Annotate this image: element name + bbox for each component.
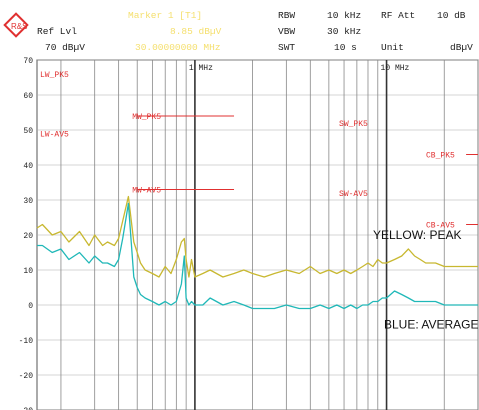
- ref-lvl-label: Ref Lvl: [37, 26, 77, 37]
- annotation-peak: YELLOW: PEAK: [373, 228, 461, 242]
- svg-text:R&S: R&S: [11, 22, 27, 31]
- swt-label: SWT: [278, 42, 295, 53]
- limit-label: CB_PK5: [426, 152, 455, 161]
- y-tick-label: -20: [19, 372, 34, 381]
- y-tick-label: 30: [23, 197, 33, 206]
- rohde-schwarz-diamond-logo: R&S: [3, 12, 29, 38]
- marker-level: 8.85 dBµV: [170, 26, 222, 37]
- y-tick-label: 40: [23, 162, 33, 171]
- y-tick-label: -30: [19, 407, 34, 410]
- marker-title: Marker 1 [T1]: [128, 10, 202, 21]
- rf-att-label: RF Att: [381, 10, 415, 21]
- marker-freq: 30.00000000 MHz: [135, 42, 221, 53]
- series-line: [36, 195, 478, 278]
- x-tick-label: 1 MHz: [189, 64, 213, 73]
- vbw-label: VBW: [278, 26, 295, 37]
- y-tick-label: 10: [23, 267, 33, 276]
- limit-label: SW-AV5: [339, 190, 368, 199]
- y-tick-label: 70: [23, 57, 33, 66]
- vbw-value: 30 kHz: [327, 26, 361, 37]
- rbw-label: RBW: [278, 10, 295, 21]
- series-line: [37, 202, 478, 310]
- limit-label: LW-AV5: [40, 131, 69, 140]
- y-tick-label: 0: [28, 302, 33, 311]
- limit-label: SW_PK5: [339, 120, 368, 129]
- x-tick-label: 10 MHz: [381, 64, 410, 73]
- annotation-average: BLUE: AVERAGE: [384, 317, 478, 331]
- rbw-value: 10 kHz: [327, 10, 361, 21]
- limit-label: CB-AV5: [426, 222, 455, 231]
- unit-label: Unit: [381, 42, 404, 53]
- chart-area: 70 60 50 40 30 20 10 0 -10 -20 -30 1 MHz 10 MHz LW_PK…: [19, 57, 479, 410]
- y-tick-label: 50: [23, 127, 33, 136]
- limit-label: MW_PK5: [132, 113, 161, 122]
- ref-lvl-value: 70 dBµV: [45, 42, 85, 53]
- swt-value: 10 s: [334, 42, 357, 53]
- y-tick-label: -10: [19, 337, 34, 346]
- limit-label: MW-AV5: [132, 187, 161, 196]
- y-tick-label: 60: [23, 92, 33, 101]
- limit-label: LW_PK5: [40, 71, 69, 80]
- unit-value: dBµV: [450, 42, 473, 53]
- y-tick-label: 20: [23, 232, 33, 241]
- rf-att-value: 10 dB: [437, 10, 466, 21]
